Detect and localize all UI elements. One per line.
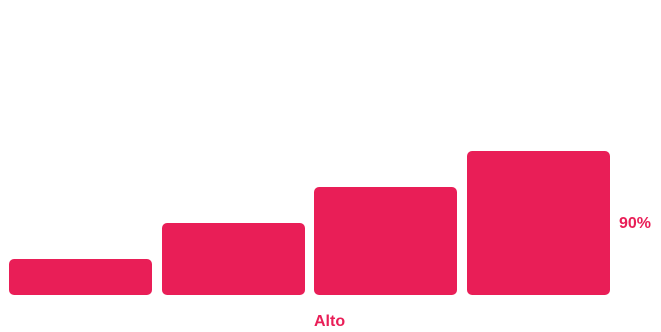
strength-bar-2 <box>162 223 305 295</box>
strength-level-label: Alto <box>314 313 346 330</box>
strength-bar-4 <box>467 151 610 295</box>
strength-percent-label: 90% <box>619 215 652 232</box>
strength-bar-1 <box>9 259 152 295</box>
strength-bar-3 <box>314 187 457 295</box>
